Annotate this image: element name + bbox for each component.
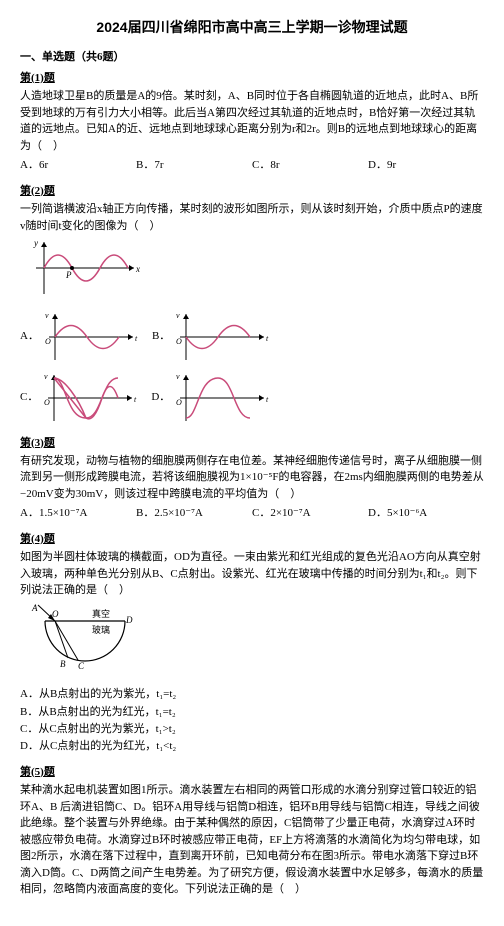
q2-opt-c: C． O t v <box>20 371 137 426</box>
q4-text: 如图为半圆柱体玻璃的横截面，OD为直径。一束由紫光和红光组成的复色光沿AO方向从… <box>20 549 484 599</box>
q4-figure: O A D B C 真空 玻璃 <box>30 603 484 683</box>
section-header: 一、单选题（共6题） <box>20 50 484 65</box>
q3-opt-c: C．2×10⁻⁷A <box>252 506 368 521</box>
q1-opt-b: B．7r <box>136 158 252 173</box>
q3-number: 第(3)题 <box>20 436 484 451</box>
svg-text:v: v <box>44 372 48 381</box>
q3-opt-d: D．5×10⁻⁶A <box>368 506 484 521</box>
svg-text:O: O <box>45 337 51 346</box>
q2-opt-b: B． O t v <box>152 310 269 365</box>
q3-opt-a: A．1.5×10⁻⁷A <box>20 506 136 521</box>
svg-text:t: t <box>266 334 269 343</box>
q1-options: A．6r B．7r C．8r D．9r <box>20 158 484 173</box>
q1-opt-c: C．8r <box>252 158 368 173</box>
q4-opt-d: D．从C点射出的光为红光，t₁<t₂ <box>20 739 484 754</box>
q4-options: A．从B点射出的光为紫光，t₁=t₂ B．从B点射出的光为红光，t₁=t₂ C．… <box>20 687 484 755</box>
q5-text: 某种滴水起电机装置如图1所示。滴水装置左右相同的两管口形成的水滴分别穿过管口较近… <box>20 782 484 898</box>
question-4: 第(4)题 如图为半圆柱体玻璃的横截面，OD为直径。一束由紫光和红光组成的复色光… <box>20 532 484 755</box>
question-1: 第(1)题 人造地球卫星B的质量是A的9倍。某时刻，A、B同时位于各自椭圆轨道的… <box>20 71 484 174</box>
svg-text:O: O <box>176 337 182 346</box>
svg-text:C: C <box>78 661 85 671</box>
svg-text:O: O <box>52 609 59 619</box>
q2-number: 第(2)题 <box>20 184 484 199</box>
svg-text:v: v <box>45 311 49 320</box>
q3-opt-b: B．2.5×10⁻⁷A <box>136 506 252 521</box>
q4-opt-a: A．从B点射出的光为紫光，t₁=t₂ <box>20 687 484 702</box>
q1-opt-d: D．9r <box>368 158 484 173</box>
q2-figure: x y P <box>30 238 484 303</box>
q4-opt-b: B．从B点射出的光为红光，t₁=t₂ <box>20 705 484 720</box>
svg-text:t: t <box>135 334 138 343</box>
svg-text:t: t <box>134 395 137 404</box>
question-2: 第(2)题 一列简谐横波沿x轴正方向传播，某时刻的波形如图所示，则从该时刻开始，… <box>20 184 484 426</box>
q2-opt-b-label: B． <box>152 329 170 344</box>
q1-text: 人造地球卫星B的质量是A的9倍。某时刻，A、B同时位于各自椭圆轨道的近地点，此时… <box>20 88 484 154</box>
svg-text:v: v <box>176 311 180 320</box>
q2-text: 一列简谐横波沿x轴正方向传播，某时刻的波形如图所示，则从该时刻开始，介质中质点P… <box>20 201 484 234</box>
q2-x-label: x <box>135 264 140 274</box>
q4-vacuum-label: 真空 <box>92 608 110 619</box>
q2-opt-d-label: D． <box>151 390 170 405</box>
svg-text:A: A <box>31 603 38 613</box>
main-title: 2024届四川省绵阳市高中高三上学期一诊物理试题 <box>20 18 484 38</box>
q2-opt-a-label: A． <box>20 329 39 344</box>
q5-number: 第(5)题 <box>20 765 484 780</box>
q1-number: 第(1)题 <box>20 71 484 86</box>
q4-number: 第(4)题 <box>20 532 484 547</box>
q3-options: A．1.5×10⁻⁷A B．2.5×10⁻⁷A C．2×10⁻⁷A D．5×10… <box>20 506 484 521</box>
q2-y-label: y <box>33 238 38 248</box>
q2-opt-c-label: C． <box>20 390 38 405</box>
svg-text:O: O <box>44 398 50 407</box>
q4-glass-label: 玻璃 <box>92 624 110 635</box>
q2-option-row-1: A． O t v B． O t v <box>20 310 484 365</box>
question-5: 第(5)题 某种滴水起电机装置如图1所示。滴水装置左右相同的两管口形成的水滴分别… <box>20 765 484 898</box>
q3-text: 有研究发现，动物与植物的细胞膜两侧存在电位差。某神经细胞传递信号时，离子从细胞膜… <box>20 453 484 503</box>
q2-p-label: P <box>65 270 72 280</box>
q4-opt-c: C．从C点射出的光为紫光，t₁>t₂ <box>20 722 484 737</box>
q2-opt-a: A． O t v <box>20 310 138 365</box>
q2-opt-d: D． O t v <box>151 371 269 426</box>
svg-text:B: B <box>60 659 66 669</box>
q1-opt-a: A．6r <box>20 158 136 173</box>
svg-text:O: O <box>176 398 182 407</box>
svg-text:D: D <box>125 615 133 625</box>
q2-option-row-2: C． O t v D． O t v <box>20 371 484 426</box>
svg-text:v: v <box>176 372 180 381</box>
question-3: 第(3)题 有研究发现，动物与植物的细胞膜两侧存在电位差。某神经细胞传递信号时，… <box>20 436 484 522</box>
svg-text:t: t <box>266 395 269 404</box>
